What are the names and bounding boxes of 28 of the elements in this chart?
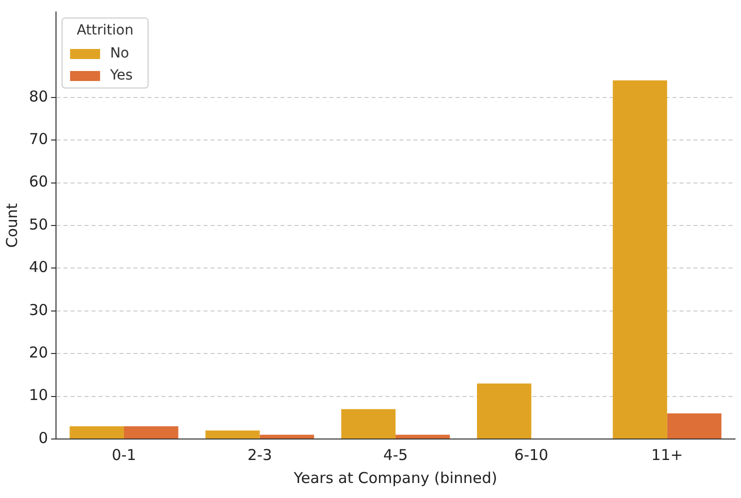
y-tick-label: 70 (28, 130, 48, 148)
y-tick-label: 60 (28, 172, 48, 191)
x-tick-label: 2-3 (248, 446, 272, 464)
bar (667, 413, 722, 438)
bar (341, 409, 396, 438)
bar (124, 426, 178, 438)
bar (70, 426, 124, 438)
legend-label: No (110, 46, 130, 62)
bar (205, 430, 260, 438)
x-tick-label: 6-10 (514, 446, 548, 464)
legend-label: Yes (109, 68, 133, 84)
y-tick-label: 50 (28, 215, 48, 234)
x-tick-label: 11+ (651, 446, 683, 464)
x-tick-label: 4-5 (383, 446, 408, 464)
bar (396, 434, 450, 438)
y-tick-label: 80 (28, 87, 48, 106)
y-tick-label: 30 (28, 300, 48, 319)
bar (612, 80, 668, 438)
bar (477, 383, 532, 438)
y-tick-label: 0 (38, 428, 48, 447)
legend-title: Attrition (76, 22, 134, 39)
x-tick-label: 0-1 (112, 446, 136, 464)
y-axis-title: Count (2, 203, 21, 248)
y-tick-label: 10 (28, 386, 48, 404)
bar (260, 434, 314, 438)
y-tick-label: 40 (28, 258, 48, 276)
x-axis-title: Years at Company (binned) (292, 468, 498, 487)
y-tick-label: 20 (28, 343, 48, 362)
